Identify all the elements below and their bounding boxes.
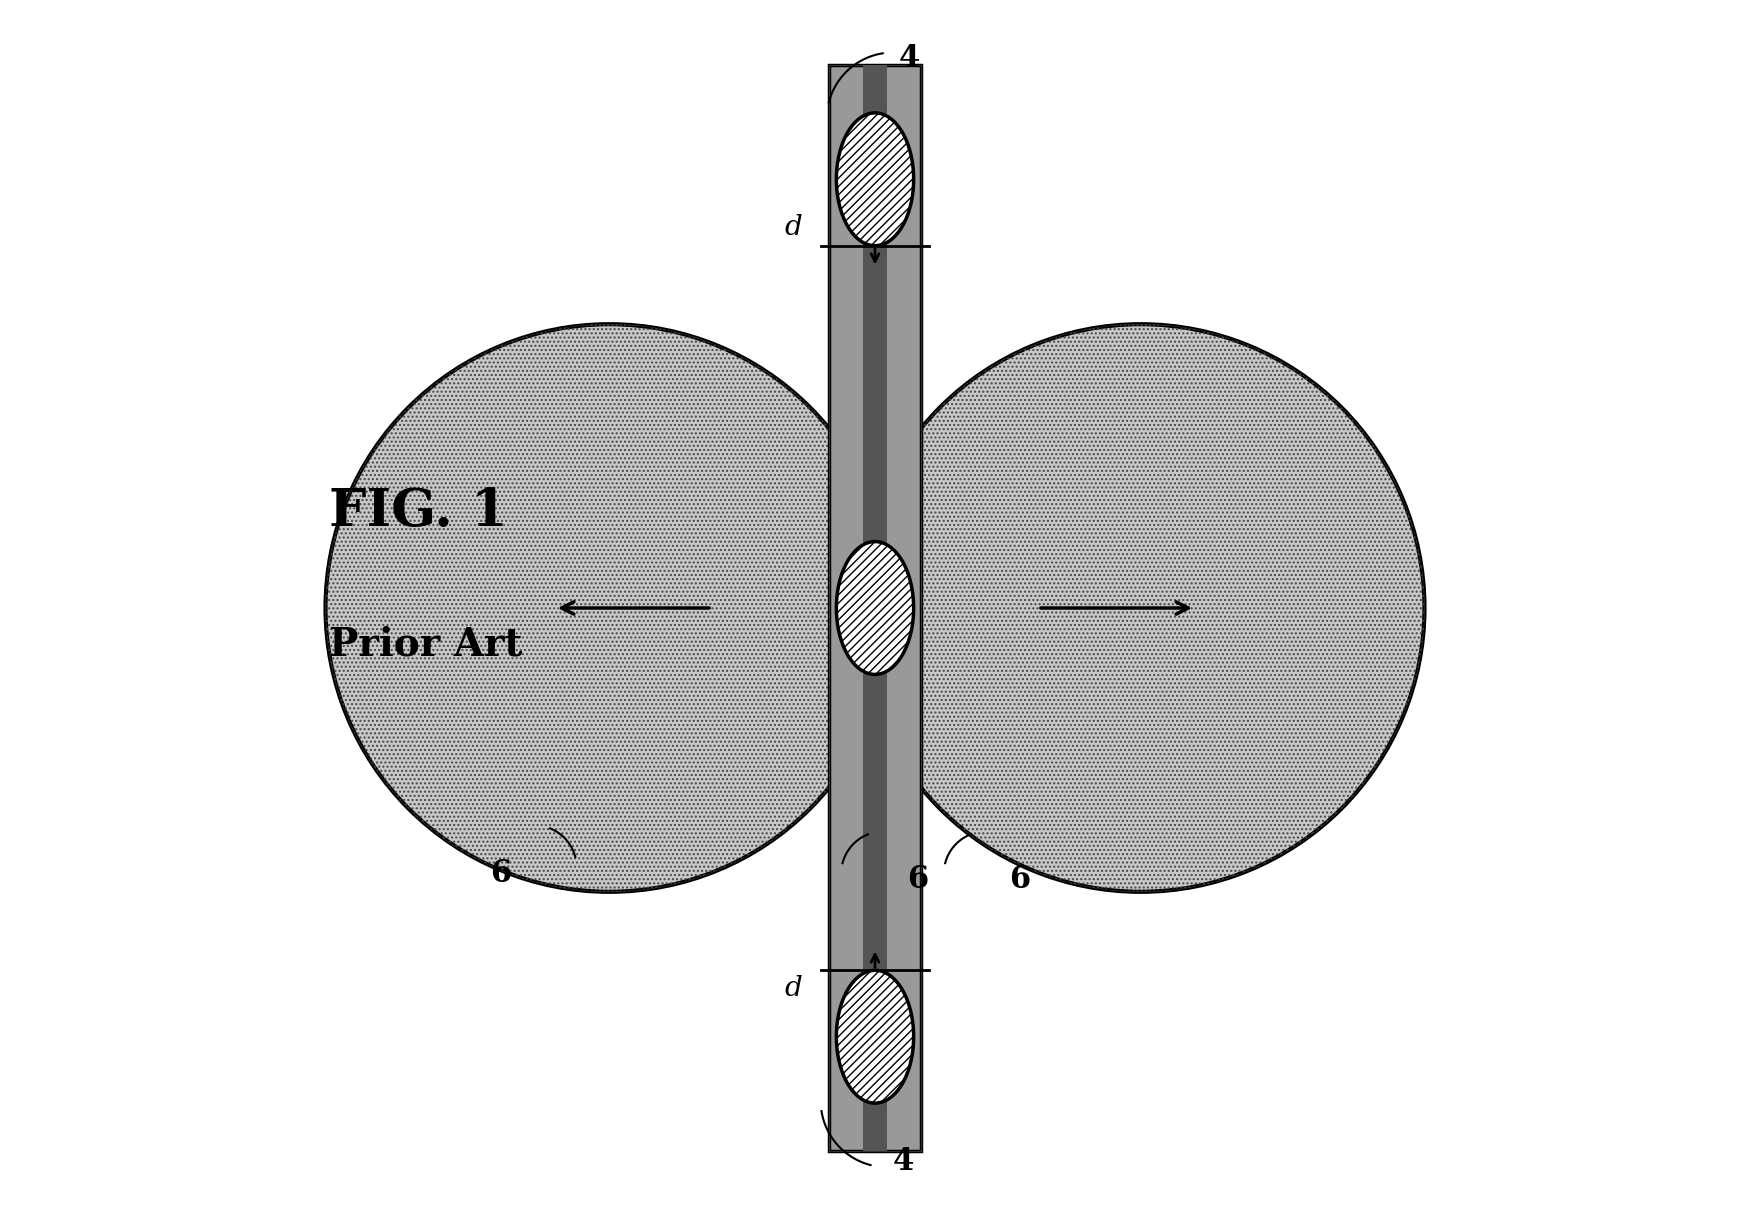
Ellipse shape: [836, 970, 914, 1103]
Bar: [830, 64, 921, 1152]
Text: 4: 4: [892, 1145, 914, 1177]
Text: d: d: [784, 214, 803, 241]
Text: 4: 4: [900, 43, 920, 74]
Text: d: d: [784, 975, 803, 1002]
Text: 6: 6: [1010, 865, 1031, 895]
Ellipse shape: [836, 113, 914, 246]
Bar: [830, 64, 921, 1152]
Text: 6: 6: [906, 865, 928, 895]
Text: 6: 6: [490, 858, 511, 889]
Ellipse shape: [836, 541, 914, 675]
Text: FIG. 1: FIG. 1: [329, 486, 508, 537]
Circle shape: [858, 325, 1424, 891]
Bar: [863, 64, 887, 1152]
Text: Prior Art: Prior Art: [329, 625, 523, 663]
Circle shape: [326, 325, 892, 891]
